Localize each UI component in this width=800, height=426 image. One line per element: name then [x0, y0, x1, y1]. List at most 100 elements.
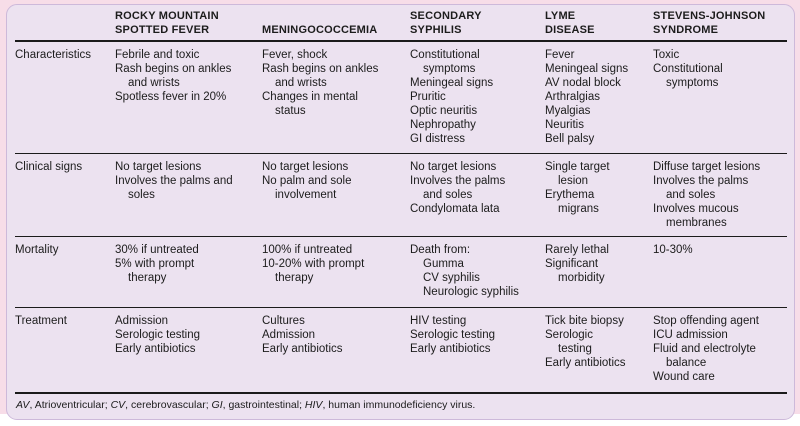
- table-cell: Death from: Gumma CV syphilis Neurologic sy…: [410, 243, 545, 307]
- abbreviation-term: HIV: [304, 399, 323, 411]
- cell-line: Single target: [545, 161, 610, 173]
- cell-line: Neuritis: [545, 119, 584, 131]
- row-label: Clinical signs: [15, 161, 83, 173]
- cell-line: Toxic: [653, 49, 680, 61]
- cell-line: Fluid and electrolyte: [653, 343, 756, 355]
- cell-line: No palm and sole: [262, 175, 352, 187]
- abbreviation-definition: , Atrioventricular;: [29, 399, 111, 411]
- cell-line: 30% if untreated: [115, 244, 199, 256]
- cell-line: Febrile and toxic: [115, 49, 200, 61]
- cell-line: GI distress: [410, 133, 465, 145]
- cell-line: Constitutional: [653, 63, 723, 75]
- table-cell: No target lesions Involves the palms and s…: [115, 160, 262, 236]
- table-body: Characteristics Febrile and toxic Rash beg…: [15, 42, 787, 392]
- cell-line: Early antibiotics: [410, 343, 491, 355]
- cell-line: Meningeal signs: [545, 63, 629, 75]
- cell-line: Involves mucous: [653, 203, 739, 215]
- top-rule: [15, 40, 787, 42]
- cell-line: soles: [128, 189, 155, 201]
- cell-line: Rash begins on ankles: [115, 63, 232, 75]
- cell-line: membranes: [666, 217, 727, 229]
- cell-line: 100% if untreated: [262, 244, 353, 256]
- table-cell: Fever Meningeal signs AV nodal block Arthra…: [545, 48, 653, 153]
- cell-line: status: [275, 105, 306, 117]
- table-cell: Toxic Constitutional symptoms: [653, 48, 787, 153]
- cell-line: Condylomata lata: [410, 203, 500, 215]
- row-label: Mortality: [15, 244, 59, 256]
- cell-line: 10-30%: [653, 244, 693, 256]
- table-cell: Constitutional symptoms Meningeal signs Pru…: [410, 48, 545, 153]
- cell-line: morbidity: [558, 272, 605, 284]
- cell-line: Changes in mental: [262, 91, 358, 103]
- cell-line: symptoms: [423, 63, 476, 75]
- cell-line: Stop offending agent: [653, 315, 759, 327]
- cell-line: Involves the palms: [410, 175, 506, 187]
- cell-line: migrans: [558, 203, 599, 215]
- cell-line: Arthralgias: [545, 91, 600, 103]
- cell-line: Myalgias: [545, 105, 591, 117]
- abbreviation-definition: , gastrointestinal;: [222, 399, 305, 411]
- table-cell: Diffuse target lesions Involves the palms…: [653, 160, 787, 236]
- table-cell: Cultures Admission Early antibiotics: [262, 314, 410, 392]
- cell-line: Serologic: [545, 329, 593, 341]
- table-header-row: ROCKY MOUNTAIN SPOTTED FEVER MENINGOCOCCEM…: [15, 9, 787, 40]
- column-header-line: STEVENS-JOHNSON: [653, 10, 766, 22]
- cell-line: Early antibiotics: [115, 343, 196, 355]
- cell-line: therapy: [128, 272, 167, 284]
- cell-line: Fever: [545, 49, 575, 61]
- column-header: STEVENS-JOHNSON SYNDROME: [653, 10, 787, 40]
- table-cell: Admission Serologic testing Early antibiot…: [115, 314, 262, 392]
- cell-line: Serologic testing: [410, 329, 496, 341]
- cell-line: Nephropathy: [410, 119, 476, 131]
- row-divider-rule: [15, 307, 787, 308]
- cell-line: Rarely lethal: [545, 244, 609, 256]
- cell-line: Early antibiotics: [262, 343, 343, 355]
- column-header: ROCKY MOUNTAIN SPOTTED FEVER: [115, 10, 262, 40]
- cell-line: AV nodal block: [545, 77, 621, 89]
- cell-line: Death from:: [410, 244, 471, 256]
- column-header: SECONDARY SYPHILIS: [410, 10, 545, 40]
- cell-line: Diffuse target lesions: [653, 161, 761, 173]
- table-cell: Single target lesion Erythema migrans: [545, 160, 653, 236]
- table-cell: Rarely lethal Significant morbidity: [545, 243, 653, 307]
- abbreviation-definition: , cerebrovascular;: [125, 399, 212, 411]
- cell-line: Early antibiotics: [545, 357, 626, 369]
- cell-line: Spotless fever in 20%: [115, 91, 227, 103]
- column-header: LYME DISEASE: [545, 10, 653, 40]
- abbreviations-footnote: AV, Atrioventricular; CV, cerebrovascula…: [15, 394, 787, 419]
- column-header-line: MENINGOCOCCEMIA: [262, 23, 378, 36]
- cell-line: No target lesions: [115, 161, 202, 173]
- cell-line: No target lesions: [262, 161, 349, 173]
- table-cell: No target lesions No palm and sole involve…: [262, 160, 410, 236]
- cell-line: ICU admission: [653, 329, 728, 341]
- table-cell: No target lesions Involves the palms and s…: [410, 160, 545, 236]
- cell-line: HIV testing: [410, 315, 467, 327]
- cell-line: and wrists: [275, 77, 327, 89]
- cell-line: Erythema: [545, 189, 595, 201]
- cell-line: Bell palsy: [545, 133, 595, 145]
- table-row-clinical: Clinical signs No target lesions Involves …: [15, 154, 787, 236]
- column-header-line: SYNDROME: [653, 23, 719, 36]
- cell-line: and soles: [423, 189, 473, 201]
- abbreviation-term: GI: [211, 399, 223, 411]
- row-divider-rule: [15, 153, 787, 154]
- cell-line: Wound care: [653, 371, 715, 383]
- cell-line: Rash begins on ankles: [262, 63, 379, 75]
- cell-line: and soles: [666, 189, 716, 201]
- cell-line: Cultures: [262, 315, 305, 327]
- table-row-characteristics: Characteristics Febrile and toxic Rash beg…: [15, 42, 787, 153]
- cell-line: Constitutional: [410, 49, 480, 61]
- column-header-line: SPOTTED FEVER: [115, 23, 210, 36]
- abbreviation-term: AV: [16, 399, 30, 411]
- cell-line: Admission: [115, 315, 169, 327]
- row-divider-rule: [15, 236, 787, 237]
- cell-line: 5% with prompt: [115, 258, 195, 270]
- cell-line: Optic neuritis: [410, 105, 478, 117]
- table-cell: HIV testing Serologic testing Early antibi…: [410, 314, 545, 392]
- table-row-treatment: Treatment Admission Serologic testing Early…: [15, 308, 787, 392]
- column-header-line: LYME: [545, 10, 576, 22]
- column-header-line: SYPHILIS: [410, 23, 462, 36]
- cell-line: Serologic testing: [115, 329, 201, 341]
- cell-line: Significant: [545, 258, 599, 270]
